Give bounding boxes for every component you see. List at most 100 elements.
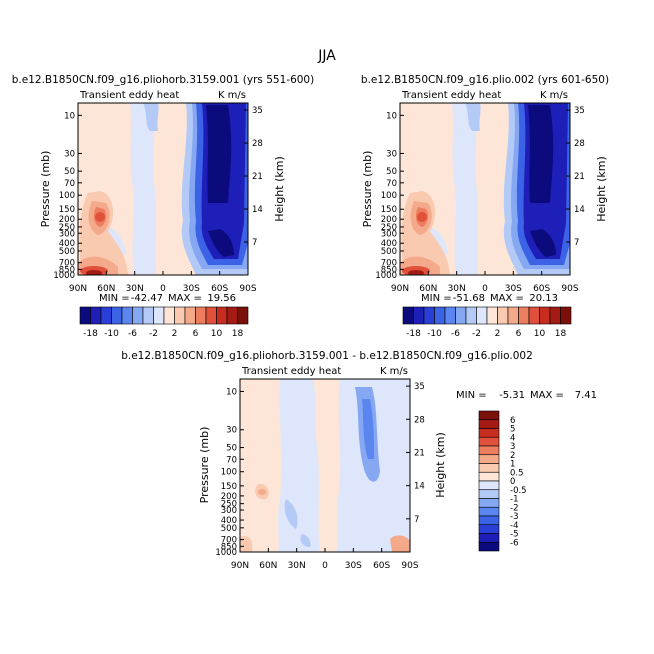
panel-left-colorbar: -18 -10 -6 -2 2 6 10 18 [79, 306, 249, 339]
x-tick-label: 30S [345, 561, 362, 571]
colorbar-box [478, 445, 500, 456]
colorbar-box [226, 306, 238, 325]
x-tick-label: 60N [97, 284, 115, 294]
panel-right-left-string: Transient eddy heat [401, 90, 501, 101]
colorbar-label: 1 [510, 460, 515, 470]
x-tick-label: 60N [259, 561, 277, 571]
colorbar-box [486, 306, 498, 325]
colorbar-label: 10 [211, 329, 223, 339]
colorbar-label: -2 [510, 503, 518, 513]
y-tick-label: 10 [386, 111, 397, 121]
height-tick-label: 28 [252, 139, 263, 149]
panel-diff: b.e12.B1850CN.f09_g16.pliohorb.3159.001 … [121, 350, 597, 571]
x-tick-label: 60N [419, 284, 437, 294]
panel-diff-ylabel-right: Height (km) [434, 432, 447, 498]
panel-right-title: b.e12.B1850CN.f09_g16.plio.002 (yrs 601-… [361, 74, 609, 86]
colorbar-box [174, 306, 186, 325]
colorbar-box [478, 454, 500, 464]
colorbar-box [478, 419, 500, 429]
y-tick-label: 850 [221, 542, 237, 552]
colorbar-label: 6 [510, 416, 515, 426]
y-tick-label: 850 [59, 265, 75, 275]
y-tick-label: 100 [221, 468, 237, 478]
colorbar-box [121, 306, 133, 325]
height-tick-label: 7 [414, 515, 419, 525]
colorbar-box [111, 306, 123, 325]
colorbar-label: 18 [232, 329, 244, 339]
colorbar-box [478, 471, 500, 482]
panel-right-x-ticks: 90N 60N 30N 0 30S 60S 90S [391, 271, 579, 294]
x-tick-label: 90S [561, 284, 578, 294]
colorbar-label: 6 [516, 329, 522, 339]
y-tick-label: 700 [59, 259, 75, 269]
colorbar-label: 5 [510, 425, 515, 435]
x-tick-label: 90N [231, 561, 249, 571]
height-tick-label: 7 [574, 238, 579, 248]
x-tick-label: 90S [401, 561, 418, 571]
x-tick-label: 30N [288, 561, 306, 571]
y-tick-label: 50 [386, 167, 397, 177]
colorbar-box [478, 524, 500, 534]
height-tick-label: 7 [252, 238, 257, 248]
colorbar-box [478, 428, 500, 438]
colorbar-box [153, 306, 165, 325]
y-tick-label: 300 [221, 506, 237, 516]
panel-right-contours [400, 103, 570, 275]
panel-diff-max-label: MAX = [530, 390, 564, 401]
x-tick-label: 60S [373, 561, 390, 571]
colorbar-label: 4 [510, 433, 515, 443]
panel-right-max-value: 20.13 [529, 293, 558, 304]
panel-left-height-ticks: 7 14 21 28 35 [244, 106, 263, 248]
panel-right-ylabel: Pressure (mb) [361, 151, 374, 228]
colorbar-box [195, 306, 207, 325]
colorbar-box [478, 480, 500, 491]
panel-diff-height-ticks: 7 14 21 28 35 [406, 382, 425, 525]
panel-right-min-label: MIN = [421, 293, 452, 304]
colorbar-label: -2 [149, 329, 158, 339]
x-tick-label: 30N [448, 284, 466, 294]
y-tick-label: 850 [381, 265, 397, 275]
colorbar-box [455, 306, 467, 325]
colorbar-box [549, 306, 561, 325]
colorbar-label: -10 [427, 329, 442, 339]
colorbar-label: 0 [510, 477, 515, 487]
colorbar-label: -6 [128, 329, 137, 339]
x-tick-label: 0 [482, 284, 488, 294]
y-tick-label: 30 [64, 149, 75, 159]
panel-left: b.e12.B1850CN.f09_g16.pliohorb.3159.001 … [12, 74, 314, 339]
panel-left-min-value: -42.47 [131, 293, 163, 304]
panel-diff-title: b.e12.B1850CN.f09_g16.pliohorb.3159.001 … [121, 350, 533, 362]
y-tick-label: 50 [64, 167, 75, 177]
x-tick-label: 0 [160, 284, 166, 294]
y-tick-label: 250 [381, 223, 397, 233]
y-tick-label: 50 [226, 444, 237, 454]
panel-right-min-value: -51.68 [453, 293, 485, 304]
height-tick-label: 35 [414, 382, 425, 392]
y-tick-label: 10 [64, 111, 75, 121]
y-tick-label: 200 [221, 492, 237, 502]
colorbar-box [478, 498, 500, 508]
colorbar-box [205, 306, 217, 325]
panel-right-ylabel-right: Height (km) [595, 156, 608, 222]
y-tick-label: 70 [386, 179, 397, 189]
colorbar-label: 18 [555, 329, 567, 339]
colorbar-box [163, 306, 175, 325]
panel-left-ylabel-right: Height (km) [273, 156, 286, 222]
y-tick-label: 150 [381, 205, 397, 215]
panel-left-max-value: 19.56 [207, 293, 236, 304]
figure-title: JJA [317, 48, 336, 64]
colorbar-box [444, 306, 456, 325]
y-tick-label: 250 [221, 500, 237, 510]
colorbar-box [539, 306, 551, 325]
y-tick-label: 30 [226, 426, 237, 436]
panel-diff-min-value: -5.31 [499, 390, 525, 401]
colorbar-box [142, 306, 154, 325]
height-tick-label: 21 [574, 172, 585, 182]
panel-diff-left-string: Transient eddy heat [241, 366, 341, 377]
colorbar-box [402, 306, 414, 325]
panel-diff-x-ticks: 90N 60N 30N 0 30S 60S 90S [231, 548, 419, 571]
x-tick-label: 0 [322, 561, 328, 571]
x-tick-label: 60S [211, 284, 228, 294]
